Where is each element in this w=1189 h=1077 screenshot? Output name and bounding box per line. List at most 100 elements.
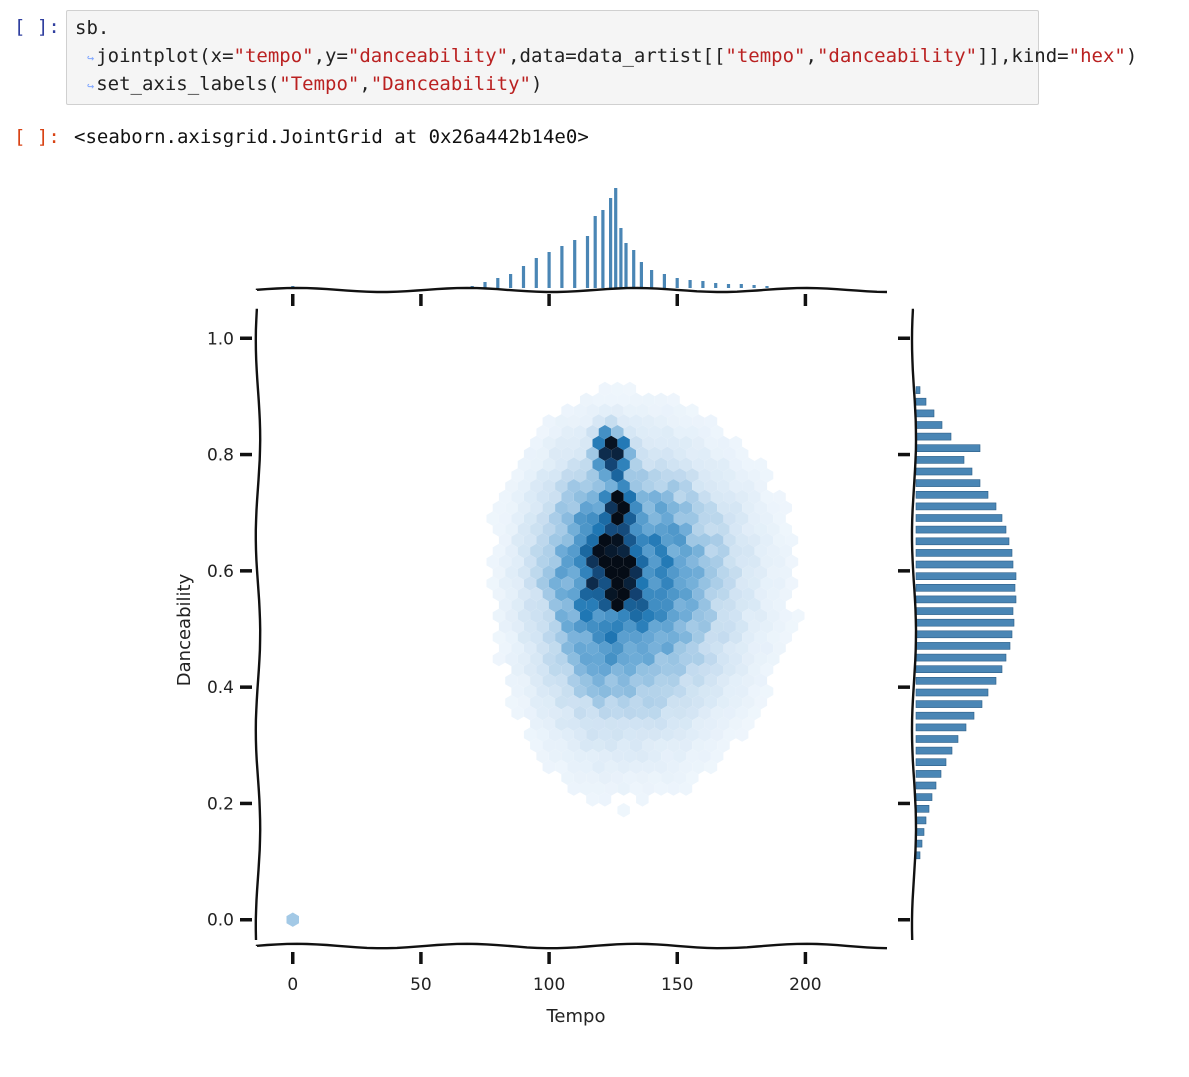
hexbin-cell [642, 608, 655, 623]
code-cell-input[interactable]: sb. ↪ jointplot(x="tempo",y="danceability… [66, 10, 1137, 105]
hexbin-cell [573, 770, 587, 785]
top-marginal-histogram [291, 188, 769, 288]
right-marginal-bar [915, 386, 921, 394]
hexbin-cell [498, 511, 512, 526]
hexbin-cell [592, 630, 605, 645]
right-marginal-bar [915, 444, 981, 453]
hexbin-cell [611, 468, 624, 483]
hexbin-cell [498, 489, 512, 505]
hexbin-cell [692, 500, 705, 515]
hexbin-cell [723, 446, 736, 461]
hexbin-cell [629, 435, 643, 451]
hexbin-cell [735, 533, 749, 548]
hexbin-cell [536, 597, 549, 613]
hexbin-cell [523, 684, 537, 699]
hexbin-cell [580, 392, 593, 407]
hexbin-cell [742, 608, 755, 623]
code-string-token: "danceability" [816, 45, 978, 67]
hexbin-cell [648, 554, 662, 569]
hexbin-cell [710, 727, 724, 742]
hexbin-cell [567, 587, 580, 602]
hexbin-cell [492, 630, 506, 645]
hexbin-cell [748, 705, 761, 721]
hexbin-cell [555, 435, 568, 451]
x-axis-label: Tempo [546, 1006, 606, 1027]
hexbin-cell [648, 597, 662, 613]
hexbin-cell [667, 630, 680, 645]
hexbin-cell [629, 522, 643, 537]
hexbin-cell [586, 511, 599, 526]
hexbin-cell [580, 673, 593, 688]
hexbin-cell [717, 457, 730, 472]
hexbin-cell [629, 673, 643, 688]
hexbin-cell [548, 705, 562, 721]
right-marginal-bar [915, 676, 997, 685]
hexbin-cell [729, 608, 743, 623]
hexbin-cell [661, 705, 674, 721]
hexbin-cell [598, 705, 612, 721]
hexbin-cell [530, 457, 543, 472]
hexbin-cell [604, 587, 618, 602]
hexbin-cell [654, 608, 668, 623]
hexbin-cell [686, 662, 699, 677]
hexbin-cell [729, 695, 743, 710]
hexbin-cell [629, 543, 643, 559]
hexbin-cell [617, 608, 630, 623]
hexbin-cell [517, 522, 531, 537]
hexbin-cell [754, 457, 768, 472]
hexbin-cell [567, 543, 580, 559]
hexbin-cell [573, 533, 587, 548]
hexbin-cell [629, 630, 643, 645]
hexbin-cell [629, 651, 643, 667]
hexbin-cell [511, 533, 524, 548]
hexbin-cell [648, 684, 662, 699]
hexbin-cell [555, 695, 568, 710]
hexbin-cell [617, 565, 630, 580]
hexbin-cell [735, 554, 749, 569]
hexbin-cell [686, 468, 699, 483]
hexbin-cell [511, 511, 524, 526]
hexbin-cell [742, 457, 755, 472]
hexbin-cell [686, 641, 699, 656]
hexbin-cell [611, 662, 624, 677]
hexbin-cell [580, 435, 593, 451]
hexbin-cell [704, 500, 718, 515]
hexbin-cell [679, 457, 693, 472]
hexbin-cell [698, 511, 711, 526]
hexbin-cell [704, 738, 718, 753]
hexbin-cell [486, 576, 499, 591]
y-axis-line [254, 308, 262, 941]
y-tick-label: 0.0 [207, 911, 234, 931]
hexbin-cell [661, 403, 674, 418]
right-marginal-bar [915, 467, 973, 476]
hexbin-cell [561, 684, 574, 699]
hexbin-cell [629, 781, 643, 796]
hexbin-cell [586, 792, 599, 807]
hexbin-cell [723, 489, 736, 505]
hexbin-cell [760, 641, 774, 656]
hexbin-cell [673, 727, 686, 742]
top-marginal-bar [573, 240, 577, 288]
hexbin-cell [498, 554, 512, 569]
hexbin-cell [704, 435, 718, 451]
code-token: ) [530, 73, 543, 95]
hexbin-cell [760, 576, 774, 591]
right-marginal-bar [915, 421, 943, 429]
hexbin-cell [667, 500, 680, 515]
hexbin-cell [517, 565, 531, 580]
hexbin-cell [648, 770, 662, 785]
top-marginal-bar [650, 270, 654, 288]
hexbin-cell [792, 608, 805, 623]
hexbin-cell [735, 705, 749, 721]
y-tick-label: 0.2 [207, 794, 234, 814]
hexbin-cell [729, 587, 743, 602]
code-token: set_axis_labels( [96, 73, 280, 95]
line-continuation-icon: ↪ [87, 51, 95, 65]
hexbin-cell [636, 641, 649, 656]
hexbin-cell [573, 489, 587, 505]
hexbin-cell [623, 749, 637, 764]
hexbin-cell [686, 619, 699, 634]
hexbin-cell [667, 435, 680, 451]
hexbin-cell [567, 673, 580, 688]
hexbin-cell [511, 684, 524, 699]
